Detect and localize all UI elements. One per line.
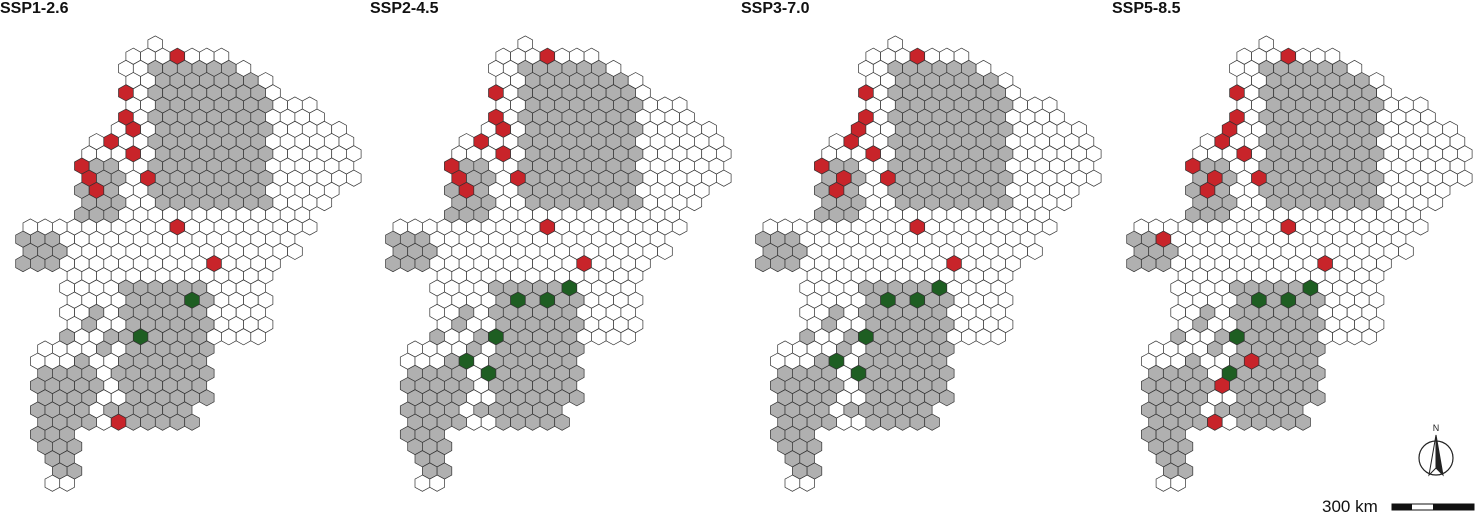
hex-cell-unchanged: [414, 474, 431, 492]
hex-cell-unchanged: [784, 474, 801, 492]
hex-cell-unchanged: [1398, 242, 1414, 260]
hex-cell-unchanged: [686, 194, 703, 212]
hex-cell-gray: [524, 413, 541, 431]
hex-cell-unchanged: [235, 328, 252, 346]
hex-cell-gray: [924, 413, 940, 431]
hex-cell-unchanged: [716, 169, 732, 187]
hex-cell-gray: [1310, 389, 1326, 407]
hex-cell-unchanged: [44, 474, 61, 492]
hex-cell-unchanged: [657, 242, 673, 260]
hex-cell-unchanged: [961, 328, 977, 346]
hex-cell-unchanged: [1155, 474, 1172, 492]
hex-cell-gray: [865, 413, 881, 431]
scale-bar-label: 300 km: [1322, 497, 1378, 516]
north-arrow-icon: N: [1418, 423, 1454, 477]
hex-cell-unchanged: [605, 328, 622, 346]
hex-cell-unchanged: [836, 413, 852, 431]
hex-cell-unchanged: [799, 474, 815, 492]
hex-cell-gray: [81, 413, 97, 431]
hex-cell-unchanged: [1170, 474, 1186, 492]
panel-title-ssp3: SSP3-7.0: [741, 0, 810, 17]
hex-cell-gray: [1295, 413, 1311, 431]
hex-cell-gray: [821, 413, 837, 431]
hex-cell-gray: [880, 413, 896, 431]
hex-cell-unchanged: [250, 328, 266, 346]
hex-map-panel-2: [385, 35, 732, 492]
hex-cell-gray: [1251, 413, 1267, 431]
hex-cell-unchanged: [96, 413, 112, 431]
hex-cell-unchanged: [975, 328, 992, 346]
hex-cell-gray: [140, 413, 156, 431]
scale-bar: [1391, 503, 1475, 511]
hex-cell-gray: [1280, 413, 1297, 431]
hex-cell-gray: [909, 413, 926, 431]
hex-cell-unchanged: [591, 328, 607, 346]
hex-cell-gray: [169, 413, 186, 431]
hex-cell-unchanged: [1041, 218, 1058, 236]
hex-cell-unchanged: [1412, 218, 1429, 236]
hex-cell-unchanged: [671, 218, 688, 236]
hex-cell-gray: [1236, 413, 1252, 431]
hex-cell-gray: [199, 389, 215, 407]
hex-cell-unchanged: [1086, 169, 1102, 187]
hex-map-panel-4: [1126, 35, 1473, 492]
hex-cell-gray: [184, 413, 200, 431]
hex-cell-gray: [1192, 413, 1208, 431]
hex-cell-unchanged: [480, 413, 497, 431]
hex-cell-gray: [554, 413, 570, 431]
hex-cell-gray: [495, 413, 511, 431]
hex-cell-gray: [125, 413, 141, 431]
hex-cell-unchanged: [301, 218, 318, 236]
hex-cell-gray: [569, 389, 585, 407]
hex-cell-gray: [939, 389, 955, 407]
panel-title-ssp5: SSP5-8.5: [1112, 0, 1181, 17]
north-label: N: [1433, 423, 1440, 433]
hex-map-panel-1: [15, 35, 362, 492]
hex-cell-unchanged: [346, 169, 362, 187]
hex-cell-gray: [1265, 413, 1282, 431]
hex-cell-unchanged: [221, 328, 237, 346]
hex-cell-gray: [451, 413, 467, 431]
hex-cell-unchanged: [1056, 194, 1073, 212]
hex-cell-loss: [1207, 413, 1223, 431]
hex-cell-gray: [154, 413, 171, 431]
hex-cell-unchanged: [316, 194, 333, 212]
hex-cell-gray: [894, 413, 911, 431]
hex-cell-unchanged: [1457, 169, 1473, 187]
hex-cell-gray: [510, 413, 526, 431]
hex-cell-unchanged: [1332, 328, 1348, 346]
hex-map-panel-3: [755, 35, 1102, 492]
hex-cell-unchanged: [1027, 242, 1043, 260]
panel-title-ssp1: SSP1-2.6: [0, 0, 69, 17]
hex-cell-unchanged: [1427, 194, 1444, 212]
hex-cell-unchanged: [429, 474, 445, 492]
hex-cell-unchanged: [466, 413, 482, 431]
hex-cell-unchanged: [1346, 328, 1363, 346]
hex-cell-unchanged: [1221, 413, 1238, 431]
hex-cell-unchanged: [287, 242, 303, 260]
hex-cell-unchanged: [1361, 328, 1377, 346]
hex-cell-unchanged: [850, 413, 867, 431]
hex-cell-unchanged: [59, 474, 75, 492]
hex-cell-unchanged: [990, 328, 1006, 346]
hex-cell-loss: [110, 413, 127, 431]
panel-title-ssp2: SSP2-4.5: [370, 0, 439, 17]
hex-cell-unchanged: [620, 328, 636, 346]
hex-cell-gray: [539, 413, 556, 431]
